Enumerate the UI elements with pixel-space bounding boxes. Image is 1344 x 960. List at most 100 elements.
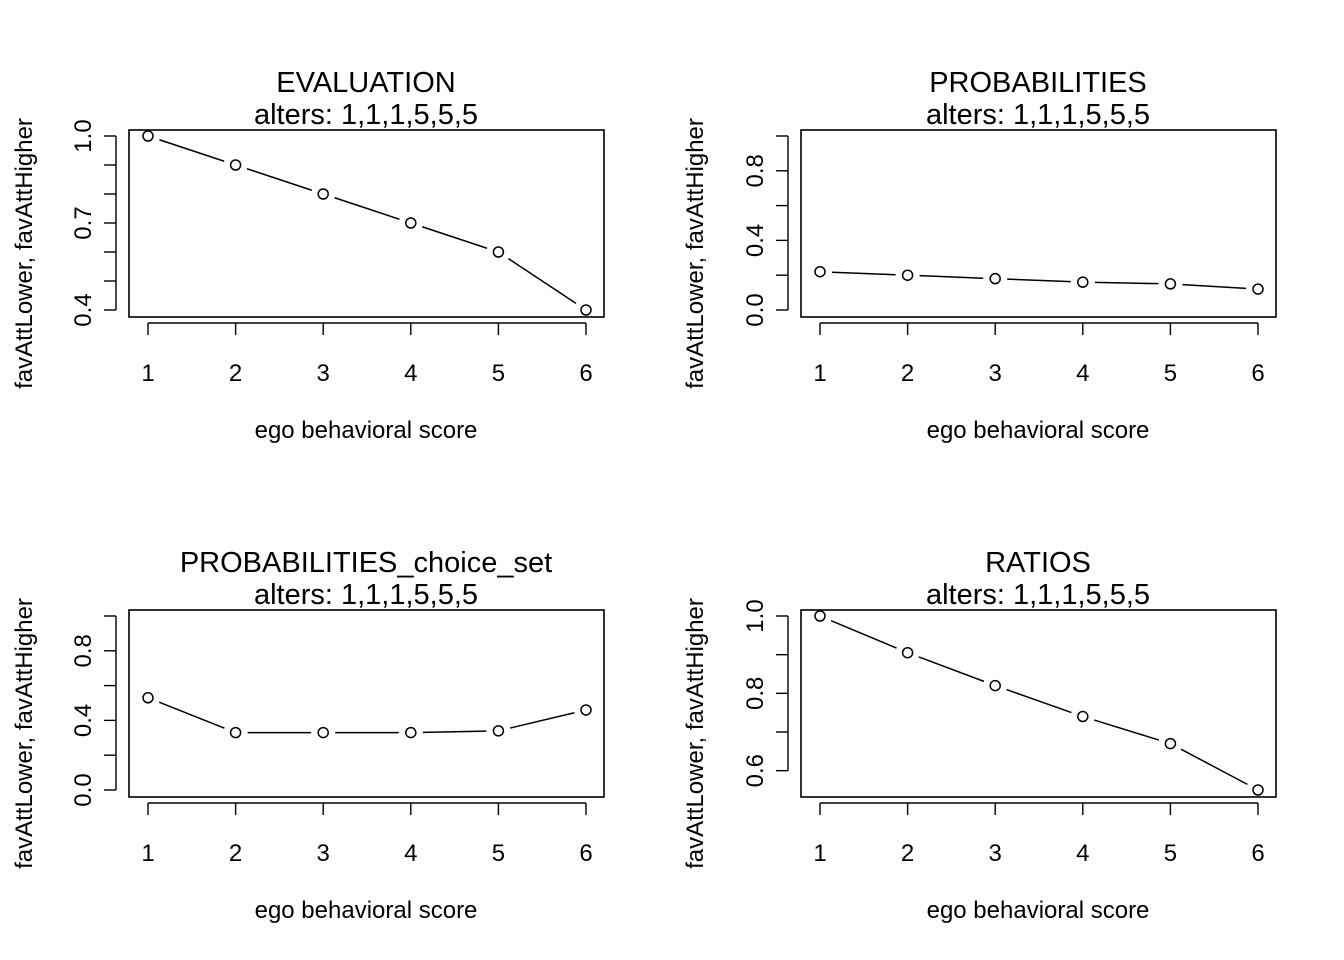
data-point — [814, 265, 826, 278]
series-line-segment — [246, 168, 313, 191]
y-tick-label: 0.8 — [70, 634, 97, 667]
data-point — [901, 646, 914, 659]
chart-title: RATIOS — [985, 547, 1091, 579]
chart-subtitle: alters: 1,1,1,5,5,5 — [926, 579, 1150, 611]
plot-frame — [128, 609, 605, 798]
data-point — [229, 159, 242, 171]
data-point — [580, 304, 592, 316]
plot-frame — [128, 129, 605, 318]
series-line-segment — [830, 619, 897, 649]
series-line-segment — [918, 656, 985, 683]
data-point — [989, 272, 1001, 285]
chart-subtitle: alters: 1,1,1,5,5,5 — [254, 579, 478, 611]
y-tick-label: 1.0 — [742, 599, 769, 632]
data-point — [229, 726, 242, 739]
x-tick-label: 5 — [492, 360, 505, 387]
x-tick-label: 5 — [492, 840, 505, 867]
series-line-segment — [334, 197, 400, 220]
chart-title: PROBABILITIES_choice_set — [180, 547, 552, 579]
data-point — [405, 726, 417, 739]
data-point — [317, 188, 329, 200]
data-point — [1164, 737, 1177, 750]
data-point — [405, 217, 417, 229]
x-tick-label: 5 — [1164, 360, 1177, 387]
data-point — [1077, 710, 1089, 723]
series-line-segment — [509, 712, 575, 729]
x-tick-label: 6 — [579, 840, 592, 867]
plot-frame — [800, 609, 1277, 798]
y-tick-label: 0.8 — [742, 154, 769, 187]
data-point — [142, 692, 154, 704]
y-tick-label: 0.8 — [742, 677, 769, 710]
x-axis-label: ego behavioral score — [255, 897, 478, 924]
plot-frame — [800, 129, 1277, 318]
x-tick-label: 4 — [1076, 840, 1089, 867]
x-tick-label: 3 — [317, 360, 330, 387]
x-axis-label: ego behavioral score — [255, 417, 478, 444]
x-tick-label: 1 — [141, 840, 154, 867]
x-tick-label: 6 — [1251, 840, 1264, 867]
y-tick-label: 0.0 — [70, 773, 97, 806]
series-line-segment — [421, 226, 488, 249]
series-line-segment — [507, 257, 577, 305]
y-axis-label: favAttLower, favAttHigher — [682, 118, 709, 389]
data-point — [1164, 278, 1177, 290]
y-tick-label: 1.0 — [70, 119, 97, 152]
data-point — [580, 704, 592, 716]
y-tick-label: 0.4 — [742, 224, 769, 257]
x-tick-label: 4 — [1076, 360, 1089, 387]
x-axis-label: ego behavioral score — [927, 417, 1150, 444]
y-axis-label: favAttLower, favAttHigher — [682, 598, 709, 869]
x-tick-label: 2 — [229, 840, 242, 867]
x-tick-label: 6 — [579, 360, 592, 387]
x-tick-label: 6 — [1251, 360, 1264, 387]
data-point — [901, 269, 914, 281]
x-tick-label: 3 — [989, 360, 1002, 387]
x-tick-label: 4 — [404, 840, 417, 867]
y-tick-label: 0.7 — [70, 206, 97, 239]
x-tick-label: 2 — [901, 360, 914, 387]
x-tick-label: 1 — [141, 360, 154, 387]
x-tick-label: 1 — [813, 360, 826, 387]
data-point — [814, 610, 826, 622]
series-line-segment — [831, 271, 896, 276]
data-point — [492, 246, 505, 258]
x-tick-label: 4 — [404, 360, 417, 387]
data-point — [989, 679, 1001, 692]
chart-title: PROBABILITIES — [929, 67, 1147, 99]
y-axis-label: favAttLower, favAttHigher — [11, 118, 38, 389]
y-tick-label: 0.4 — [70, 293, 97, 326]
series-line-segment — [919, 274, 984, 279]
x-axis-label: ego behavioral score — [927, 897, 1150, 924]
data-point — [142, 130, 154, 142]
data-point — [1077, 276, 1089, 288]
x-tick-label: 2 — [901, 840, 914, 867]
chart-title: EVALUATION — [276, 67, 455, 99]
chart-subtitle: alters: 1,1,1,5,5,5 — [926, 99, 1150, 131]
x-tick-label: 3 — [989, 840, 1002, 867]
series-line-segment — [159, 139, 225, 162]
data-point — [317, 726, 329, 739]
series-line-segment — [1094, 281, 1159, 285]
data-point — [1252, 283, 1264, 295]
x-tick-label: 3 — [317, 840, 330, 867]
series-line-segment — [1006, 688, 1072, 714]
data-point — [1252, 784, 1264, 796]
x-tick-label: 1 — [813, 840, 826, 867]
series-line-segment — [1007, 278, 1071, 283]
series-line-segment — [422, 730, 487, 734]
x-tick-label: 2 — [229, 360, 242, 387]
series-line-segment — [1094, 719, 1160, 741]
y-axis-label: favAttLower, favAttHigher — [11, 598, 38, 869]
y-tick-label: 0.0 — [742, 293, 769, 326]
series-line-segment — [158, 701, 225, 729]
chart-subtitle: alters: 1,1,1,5,5,5 — [254, 99, 478, 131]
series-line-segment — [1180, 748, 1248, 786]
x-tick-label: 5 — [1164, 840, 1177, 867]
data-point — [492, 725, 505, 737]
series-line-segment — [1182, 283, 1247, 290]
y-tick-label: 0.6 — [742, 754, 769, 787]
